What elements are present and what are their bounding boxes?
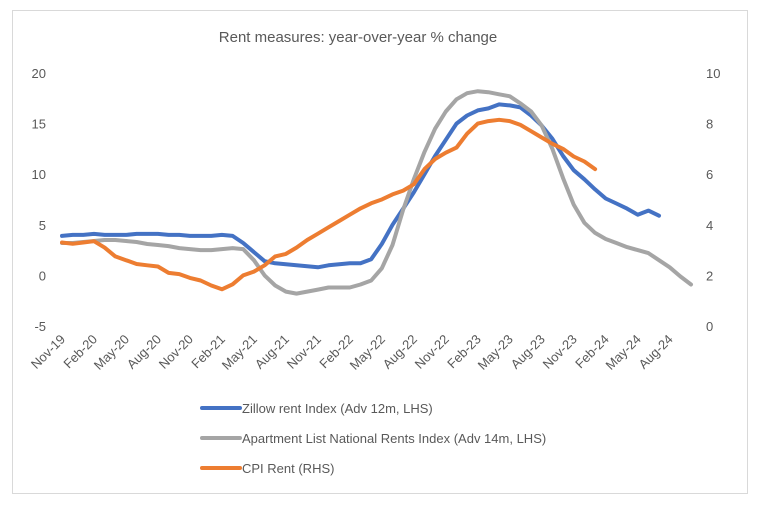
y-tick-label: 10 (32, 167, 46, 182)
y2-tick-label: 10 (706, 66, 720, 81)
y-tick-label: 15 (32, 117, 46, 132)
chart-border (12, 10, 748, 494)
y-tick-label: -5 (34, 319, 46, 334)
legend-label: Apartment List National Rents Index (Adv… (242, 431, 546, 446)
series-line (60, 102, 661, 270)
legend-label: CPI Rent (RHS) (242, 461, 334, 476)
legend-label: Zillow rent Index (Adv 12m, LHS) (242, 401, 433, 416)
y2-tick-label: 6 (706, 167, 713, 182)
y-tick-label: 20 (32, 66, 46, 81)
y2-tick-label: 8 (706, 117, 713, 132)
chart-title: Rent measures: year-over-year % change (219, 29, 497, 46)
y2-tick-label: 4 (706, 218, 713, 233)
y2-tick-label: 0 (706, 319, 713, 334)
y-tick-label: 0 (39, 268, 46, 283)
y-tick-label: 5 (39, 218, 46, 233)
y2-tick-label: 2 (706, 268, 713, 283)
series-line (60, 117, 598, 292)
series-line (60, 89, 693, 296)
